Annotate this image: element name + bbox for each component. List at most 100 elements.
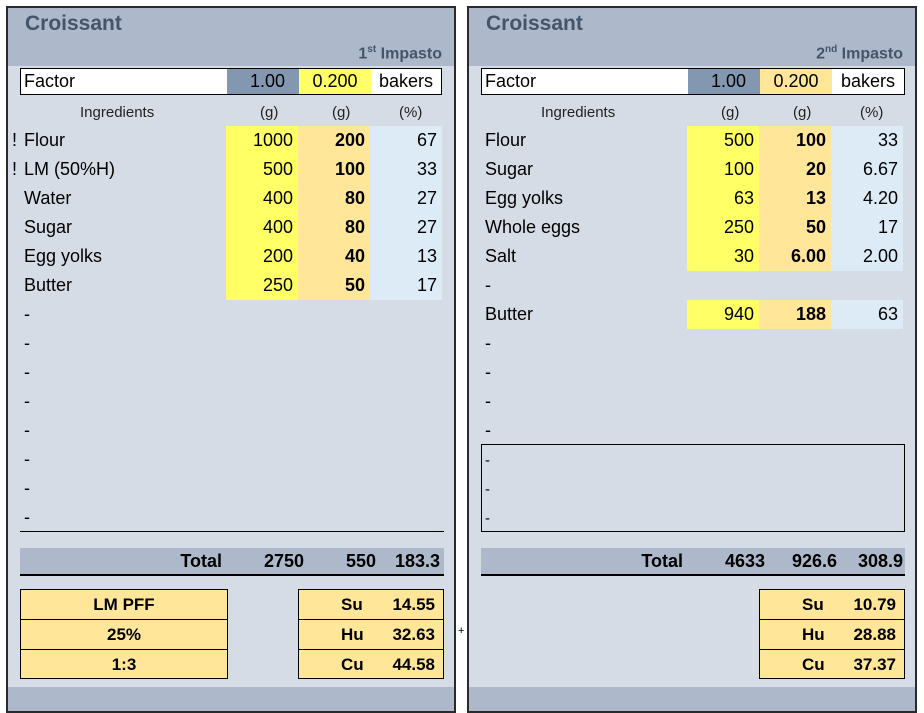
factor-unit: bakers (378, 71, 434, 91)
notes-box (481, 444, 905, 532)
scaled-cell: 80 (298, 213, 370, 242)
table-row: - (469, 271, 915, 300)
percent-cell: 67 (370, 126, 442, 155)
scaled-cell: 188 (759, 300, 831, 329)
grams-cell[interactable]: 400 (226, 213, 298, 242)
stage-label: 2nd Impasto (816, 44, 903, 63)
plus-separator: + (458, 625, 465, 637)
table-row: Butter 940 188 63 (469, 300, 915, 329)
sugar-ratio-row: Su 14.55 (299, 590, 443, 620)
panel-header: Croissant 1st Impasto (8, 8, 454, 66)
table-row: - (8, 416, 454, 445)
table-row: - (469, 416, 915, 445)
percent-cell: 6.67 (831, 155, 903, 184)
grams-cell[interactable]: 1000 (226, 126, 298, 155)
fat-ratio-value: 37.37 (853, 655, 896, 674)
empty-row-dash: - (24, 362, 30, 382)
empty-row-dash: - (24, 304, 30, 324)
scaled-cell: 13 (759, 184, 831, 213)
factor-value-input[interactable]: 1.00 (227, 69, 299, 94)
warning-flag: ! (12, 159, 18, 179)
total-grams: 2750 (263, 551, 304, 571)
panel-footer (469, 687, 915, 711)
table-row: Egg yolks 63 13 4.20 (469, 184, 915, 213)
table-row: - (8, 445, 454, 474)
table-row: Butter 250 50 17 (8, 271, 454, 300)
grams-cell[interactable]: 200 (226, 242, 298, 271)
panel-title: Croissant (486, 12, 583, 35)
total-row: Total 2750 550 183.3 (20, 548, 444, 576)
header-ingredients: Ingredients (541, 104, 616, 121)
table-row: - (469, 387, 915, 416)
percent-cell: 17 (831, 213, 903, 242)
sugar-ratio-value: 10.79 (853, 595, 896, 614)
table-row: - (8, 503, 454, 532)
fat-ratio-label: Cu (341, 655, 364, 674)
empty-row-dash: - (485, 510, 490, 527)
percent-cell: 33 (831, 126, 903, 155)
ingredient-name: Salt (485, 246, 517, 266)
percent-cell: 33 (370, 155, 442, 184)
grams-cell[interactable]: 100 (687, 155, 759, 184)
empty-row-dash: - (24, 449, 30, 469)
lm-type: LM PFF (21, 590, 227, 620)
grams-cell[interactable]: 940 (687, 300, 759, 329)
table-row: Egg yolks 200 40 13 (8, 242, 454, 271)
total-scaled: 926.6 (791, 551, 837, 571)
percent-cell: 63 (831, 300, 903, 329)
empty-row-dash: - (24, 391, 30, 411)
warning-flag: ! (12, 130, 18, 150)
grams-cell[interactable]: 250 (226, 271, 298, 300)
grams-cell[interactable]: 500 (226, 155, 298, 184)
hydration-ratio-value: 28.88 (853, 625, 896, 644)
table-row: Water 400 80 27 (8, 184, 454, 213)
hydration-ratio-row: Hu 28.88 (760, 620, 904, 650)
ingredient-name: Flour (485, 130, 527, 150)
ingredient-name: LM (50%H) (24, 159, 116, 179)
header-grams: (g) (721, 104, 740, 121)
percent-cell: 13 (370, 242, 442, 271)
hydration-ratio-value: 32.63 (392, 625, 435, 644)
grams-cell[interactable]: 250 (687, 213, 759, 242)
factor-row: Factor 1.00 0.200 bakers (481, 68, 905, 95)
fat-ratio-value: 44.58 (392, 655, 435, 674)
percent-cell: 27 (370, 213, 442, 242)
table-row: - (469, 475, 915, 504)
grams-cell[interactable]: 400 (226, 184, 298, 213)
ingredient-name: Water (24, 188, 72, 208)
factor-ratio-input[interactable]: 0.200 (299, 69, 371, 94)
empty-row-dash: - (485, 362, 491, 382)
table-row: Whole eggs 250 50 17 (469, 213, 915, 242)
table-row: - (8, 300, 454, 329)
empty-row-dash: - (485, 391, 491, 411)
table-row: Flour 500 100 33 (469, 126, 915, 155)
stage-label: 1st Impasto (358, 44, 442, 63)
empty-row-dash: - (485, 452, 490, 469)
hydration-ratio-label: Hu (341, 625, 364, 644)
grams-cell[interactable]: 500 (687, 126, 759, 155)
table-row: - (8, 358, 454, 387)
factor-value-input[interactable]: 1.00 (688, 69, 760, 94)
factor-ratio-input[interactable]: 0.200 (760, 69, 832, 94)
lm-ratio: 1:3 (111, 655, 137, 674)
table-row: - (469, 446, 915, 475)
ingredient-name: Whole eggs (485, 217, 581, 237)
table-row: - (469, 329, 915, 358)
total-percent: 183.3 (394, 551, 440, 571)
ingredient-name: Butter (24, 275, 73, 295)
ratios-box: Su 10.79 Hu 28.88 Cu 37.37 (759, 589, 905, 679)
header-percent: (%) (399, 104, 423, 121)
header-scaled-grams: (g) (793, 104, 812, 121)
sugar-ratio-label: Su (802, 595, 824, 614)
factor-unit: bakers (840, 71, 896, 91)
table-row: - (8, 387, 454, 416)
fat-ratio-row: Cu 37.37 (760, 650, 904, 680)
lm-percentage: 25% (21, 620, 227, 650)
ingredient-name: Sugar (485, 159, 534, 179)
total-label: Total (641, 551, 683, 571)
table-row: ! Flour 1000 200 67 (8, 126, 454, 155)
grams-cell[interactable]: 30 (687, 242, 759, 271)
grams-cell[interactable]: 63 (687, 184, 759, 213)
sugar-ratio-row: Su 10.79 (760, 590, 904, 620)
empty-row-dash: - (24, 478, 30, 498)
